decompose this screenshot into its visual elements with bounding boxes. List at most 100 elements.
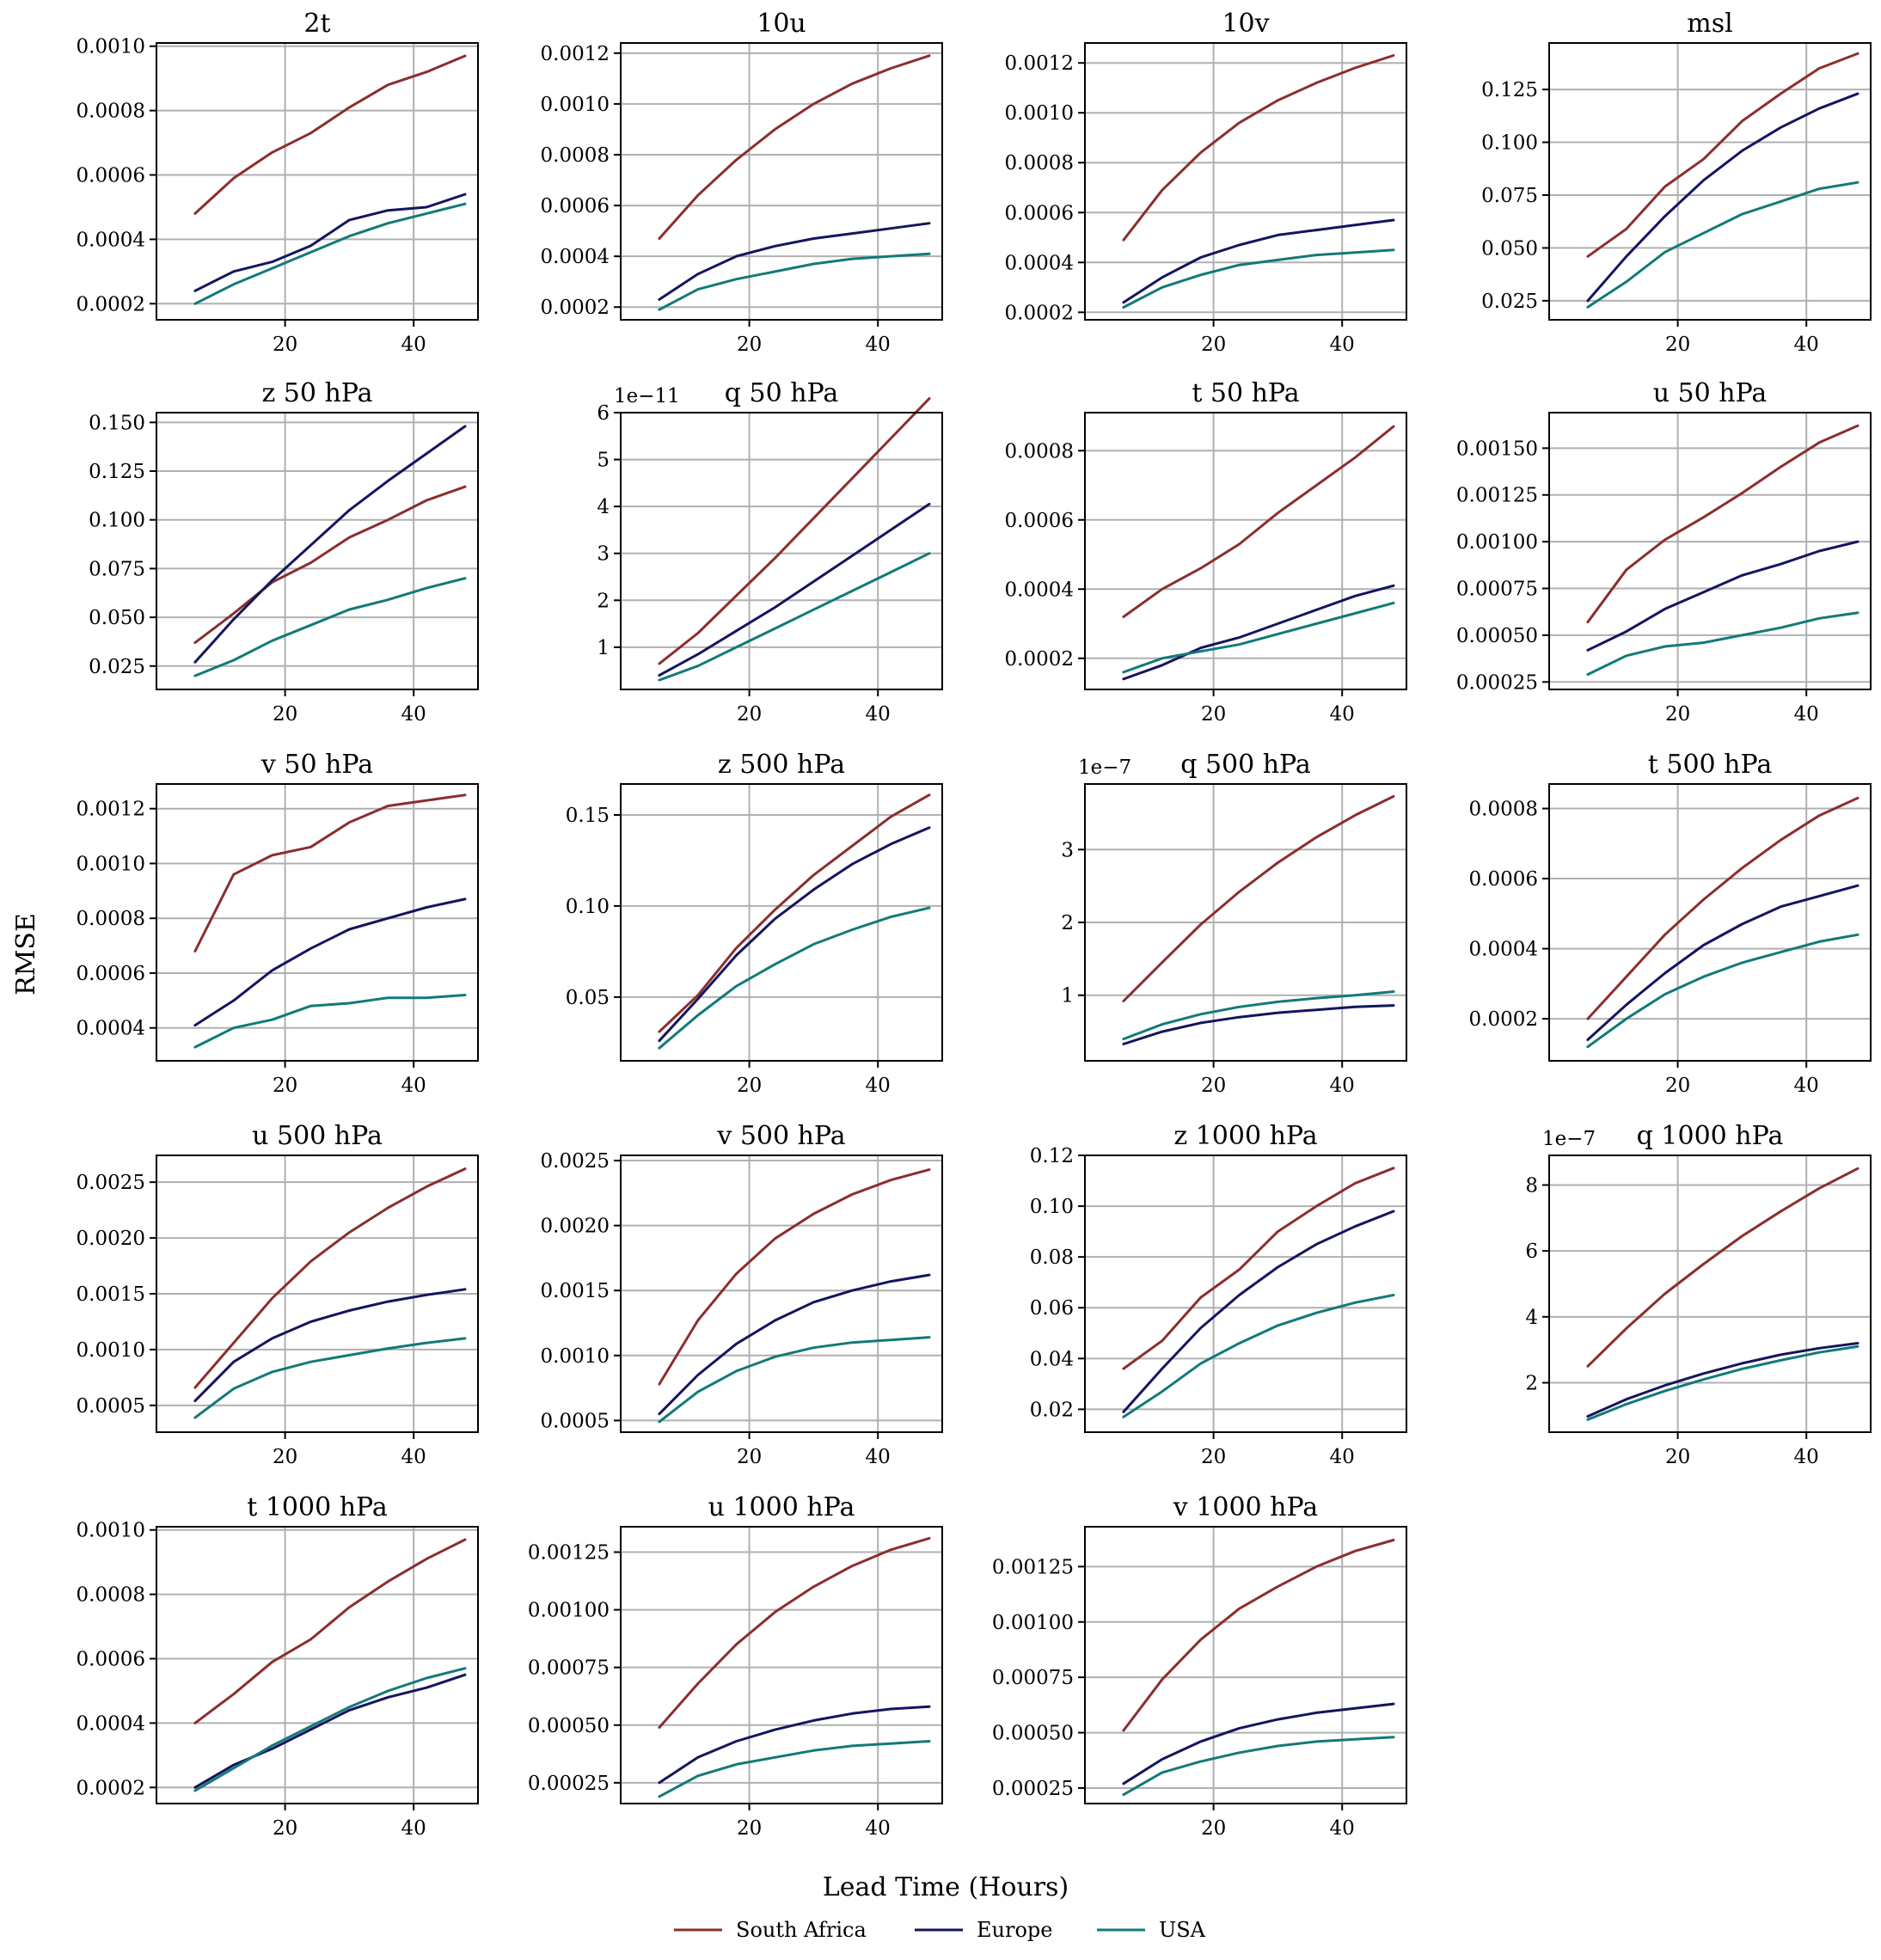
y-tick-label: 0.00100 [992, 1612, 1074, 1634]
x-tick-label: 40 [866, 703, 891, 726]
series-line-europe [1586, 1342, 1860, 1418]
legend-item-south-africa: South Africa [674, 1918, 867, 1942]
plot-frame [1084, 412, 1407, 690]
series-line-europe [193, 897, 467, 1027]
plot-frame [1084, 42, 1407, 321]
series-line-south-africa [1586, 424, 1860, 624]
series-line-europe [1586, 92, 1860, 303]
x-tick-label: 20 [1665, 1075, 1690, 1097]
x-tick-label: 40 [866, 1446, 891, 1468]
panel-u-50-hpa: 20 40 0.00025 0.00050 0.00075 0.00100 0.00125 0… [1456, 378, 1872, 726]
x-tick-label: 40 [1794, 703, 1819, 726]
y-tick-label: 0.0008 [1005, 152, 1074, 175]
y-tick-label: 0.0010 [1005, 102, 1074, 125]
panel-title: u 1000 hPa [708, 1492, 855, 1522]
x-axis-title: Lead Time (Hours) [823, 1872, 1069, 1902]
y-tick-label: 0.10 [566, 896, 610, 918]
legend-item-europe: Europe [915, 1918, 1052, 1942]
plot-frame [620, 1526, 943, 1804]
y-tick-label: 5 [597, 450, 610, 472]
y-tick-label: 0.00125 [1456, 485, 1538, 507]
y-tick-label: 0.0020 [541, 1216, 610, 1238]
y-tick-label: 0.0002 [77, 293, 145, 315]
y-tick-label: 0.00150 [1456, 438, 1538, 460]
x-tick-label: 20 [1201, 1446, 1226, 1468]
panel-title: v 500 hPa [716, 1121, 845, 1151]
panel-title: u 50 hPa [1653, 378, 1768, 408]
series-line-europe [1122, 1210, 1395, 1413]
series-line-europe [193, 425, 467, 664]
y-tick-label: 0.0002 [77, 1777, 145, 1799]
x-tick-label: 40 [866, 1817, 891, 1840]
y-tick-label: 0.00025 [992, 1778, 1074, 1800]
y-tick-label: 0.0025 [541, 1150, 610, 1173]
x-tick-label: 40 [866, 1075, 891, 1097]
series-line-south-africa [658, 793, 931, 1033]
series-line-south-africa [658, 397, 931, 665]
y-tick-label: 0.00125 [528, 1542, 610, 1565]
series-line-usa [1586, 181, 1860, 309]
y-tick-label: 2 [597, 590, 610, 612]
y-tick-label: 0.050 [1481, 237, 1538, 260]
y-tick-label: 0.00050 [992, 1723, 1074, 1745]
panel-title: t 1000 hPa [247, 1492, 388, 1522]
panel-10u: 20 40 0.0002 0.0004 0.0006 0.0008 0.0010 0.0012… [541, 9, 943, 356]
x-tick-label: 20 [1201, 334, 1226, 356]
series-line-usa [1586, 611, 1860, 677]
series-line-europe [1122, 218, 1395, 304]
y-tick-label: 0.050 [89, 607, 145, 629]
y-tick-label: 0.0005 [77, 1395, 145, 1418]
panel-t-500-hpa: 20 40 0.0002 0.0004 0.0006 0.0008 t 500 hPa [1469, 750, 1872, 1097]
series-line-usa [1586, 933, 1860, 1049]
series-line-south-africa [1122, 425, 1395, 618]
series-line-usa [193, 202, 467, 305]
series-line-usa [658, 906, 931, 1050]
plot-frame [156, 783, 479, 1062]
series-line-usa [658, 252, 931, 311]
x-tick-label: 40 [866, 334, 891, 356]
series-line-europe [193, 193, 467, 292]
series-line-usa [193, 1667, 467, 1792]
panel-z-500-hpa: 20 40 0.05 0.10 0.15 z 500 hPa [566, 750, 943, 1097]
panel-title: 10u [757, 9, 806, 39]
series-line-usa [1122, 1294, 1395, 1418]
series-line-europe [658, 1705, 931, 1785]
y-tick-label: 0.0004 [77, 1018, 145, 1040]
series-line-europe [1586, 540, 1860, 652]
series-line-south-africa [1122, 1167, 1395, 1370]
panel-title: t 500 hPa [1648, 750, 1773, 780]
x-tick-label: 40 [1330, 1817, 1355, 1840]
y-tick-label: 0.0008 [541, 144, 610, 167]
plot-frame [1084, 1155, 1407, 1433]
x-tick-label: 20 [273, 334, 297, 356]
y-tick-label: 0.0006 [541, 195, 610, 217]
y-tick-label: 0.0002 [1005, 302, 1074, 324]
y-tick-label: 1 [597, 637, 610, 659]
x-tick-label: 40 [1794, 1075, 1819, 1097]
y-tick-label: 0.100 [89, 510, 145, 532]
series-line-south-africa [193, 54, 467, 215]
x-tick-label: 40 [401, 334, 426, 356]
panel-msl: 20 40 0.025 0.050 0.075 0.100 0.125 msl [1481, 9, 1872, 356]
y-tick-label: 0.0015 [77, 1283, 145, 1306]
x-tick-label: 20 [1665, 334, 1690, 356]
y-tick-label: 0.0004 [77, 1712, 145, 1735]
panel-title: q 1000 hPa [1637, 1121, 1784, 1151]
y-tick-label: 0.06 [1030, 1297, 1074, 1320]
y-tick-label: 6 [597, 402, 610, 425]
y-tick-label: 0.00075 [528, 1657, 610, 1680]
series-line-europe [658, 826, 931, 1043]
panel-t-1000-hpa: 20 40 0.0002 0.0004 0.0006 0.0008 0.0010 t 1000… [77, 1492, 479, 1840]
y-tick-label: 0.0010 [77, 1520, 145, 1542]
y-tick-label: 0.00075 [992, 1667, 1074, 1689]
panel-title: z 1000 hPa [1173, 1121, 1317, 1151]
x-tick-label: 20 [737, 1446, 762, 1468]
series-line-south-africa [1586, 1167, 1860, 1368]
y-tick-label: 0.0008 [77, 1584, 145, 1607]
y-tick-label: 3 [1061, 839, 1074, 861]
x-tick-label: 20 [737, 334, 762, 356]
panel-title: u 500 hPa [252, 1121, 383, 1151]
x-tick-label: 40 [1330, 1446, 1355, 1468]
panel-title: q 500 hPa [1180, 750, 1311, 780]
